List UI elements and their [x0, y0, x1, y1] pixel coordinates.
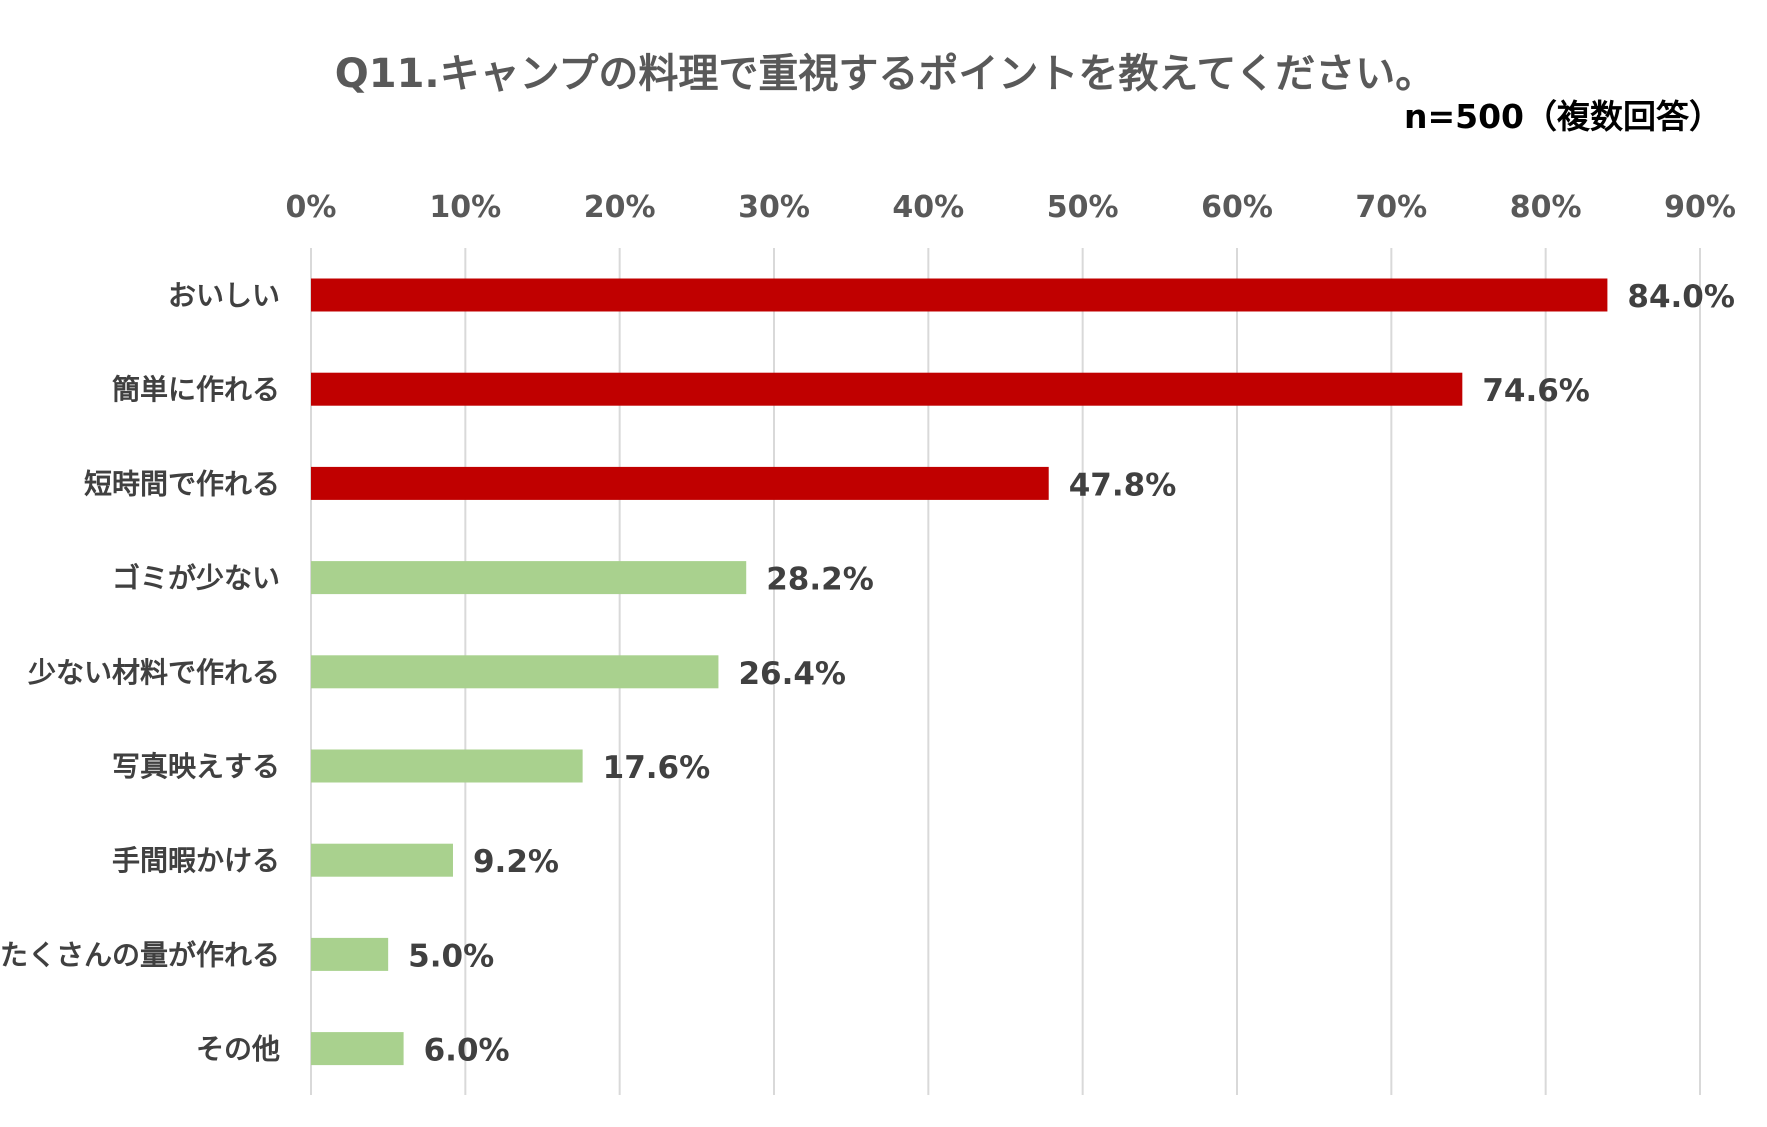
data-label: 74.6%	[1482, 373, 1590, 409]
bar	[311, 466, 1049, 500]
data-label: 5.0%	[408, 938, 494, 974]
data-label: 6.0%	[424, 1033, 510, 1069]
category-label: 短時間で作れる	[84, 467, 280, 500]
category-label: たくさんの量が作れる	[0, 938, 280, 971]
category-label: 少ない材料で作れる	[28, 656, 280, 689]
category-label: ゴミが少ない	[112, 562, 280, 595]
bar	[311, 561, 747, 595]
x-tick-label: 20%	[584, 190, 656, 225]
chart-subtitle: n=500（複数回答）	[1404, 97, 1722, 136]
bar	[311, 278, 1608, 312]
data-label: 26.4%	[738, 656, 846, 692]
chart-title: Q11.キャンプの料理で重視するポイントを教えてください。	[335, 51, 1435, 97]
category-labels: おいしい簡単に作れる短時間で作れるゴミが少ない少ない材料で作れる写真映えする手間…	[0, 279, 280, 1066]
data-label: 17.6%	[603, 750, 711, 786]
x-tick-label: 60%	[1201, 190, 1273, 225]
x-tick-label: 50%	[1047, 190, 1119, 225]
category-label: 簡単に作れる	[112, 373, 280, 406]
category-label: 写真映えする	[112, 750, 280, 783]
bar	[311, 372, 1463, 406]
x-tick-label: 70%	[1355, 190, 1427, 225]
x-tick-label: 40%	[892, 190, 964, 225]
bar	[311, 1032, 404, 1066]
x-tick-label: 10%	[429, 190, 501, 225]
data-label: 47.8%	[1069, 467, 1177, 503]
x-axis-ticks: 0% 10% 20% 30% 40% 50% 60% 70% 80% 90%	[286, 190, 1736, 225]
x-tick-label: 0%	[286, 190, 337, 225]
bar	[311, 937, 389, 971]
category-label: おいしい	[168, 279, 280, 312]
x-tick-label: 30%	[738, 190, 810, 225]
data-label: 28.2%	[766, 562, 874, 598]
data-label: 9.2%	[473, 844, 559, 880]
category-label: 手間暇かける	[112, 844, 280, 877]
x-tick-label: 90%	[1664, 190, 1736, 225]
data-label: 84.0%	[1627, 279, 1735, 315]
bar	[311, 749, 583, 783]
category-label: その他	[196, 1033, 280, 1066]
bar	[311, 843, 453, 877]
bars	[311, 278, 1608, 1066]
x-tick-label: 80%	[1510, 190, 1582, 225]
bar	[311, 655, 719, 689]
data-labels: 84.0% 74.6% 47.8% 28.2% 26.4% 17.6% 9.2% 5.0% 6.…	[408, 279, 1735, 1069]
